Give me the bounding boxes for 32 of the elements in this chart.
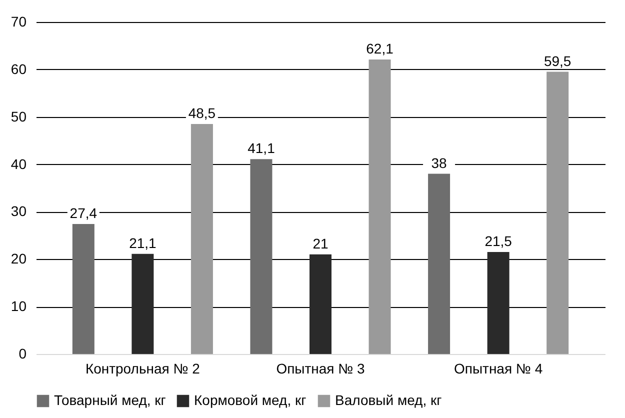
data-label: 21,5 xyxy=(484,233,512,250)
bar xyxy=(428,174,450,354)
y-tick-label: 70 xyxy=(10,14,27,30)
x-tick-label: Контрольная № 2 xyxy=(85,360,200,376)
data-label: 21,1 xyxy=(129,234,157,251)
data-label: 27,4 xyxy=(70,205,98,222)
y-tick-label: 20 xyxy=(10,250,27,267)
x-tick-label: Опытная № 3 xyxy=(276,360,366,376)
legend-label: Кормовой мед, кг xyxy=(194,392,306,408)
bar xyxy=(72,224,94,354)
data-label: 41,1 xyxy=(248,140,276,156)
bar xyxy=(190,124,213,354)
bar xyxy=(546,72,569,354)
y-tick-label: 40 xyxy=(10,156,27,172)
bar xyxy=(250,159,272,354)
data-label: 48,5 xyxy=(188,104,216,121)
y-tick-label: 60 xyxy=(10,60,27,77)
bar xyxy=(487,252,510,354)
bar xyxy=(310,254,332,354)
legend-label: Валовый мед, кг xyxy=(335,392,442,408)
bar xyxy=(132,254,154,354)
y-tick-label: 0 xyxy=(18,346,27,362)
x-tick-label: Опытная № 4 xyxy=(454,360,543,376)
legend-label: Товарный мед, кг xyxy=(54,392,166,408)
bar xyxy=(368,59,391,354)
y-tick-label: 30 xyxy=(10,203,27,220)
y-tick-label: 10 xyxy=(10,298,27,314)
y-tick-label: 50 xyxy=(10,108,27,124)
data-label: 59,5 xyxy=(544,52,572,69)
data-label: 38 xyxy=(431,154,448,171)
data-label: 62,1 xyxy=(366,40,394,56)
data-label: 21 xyxy=(312,235,328,252)
